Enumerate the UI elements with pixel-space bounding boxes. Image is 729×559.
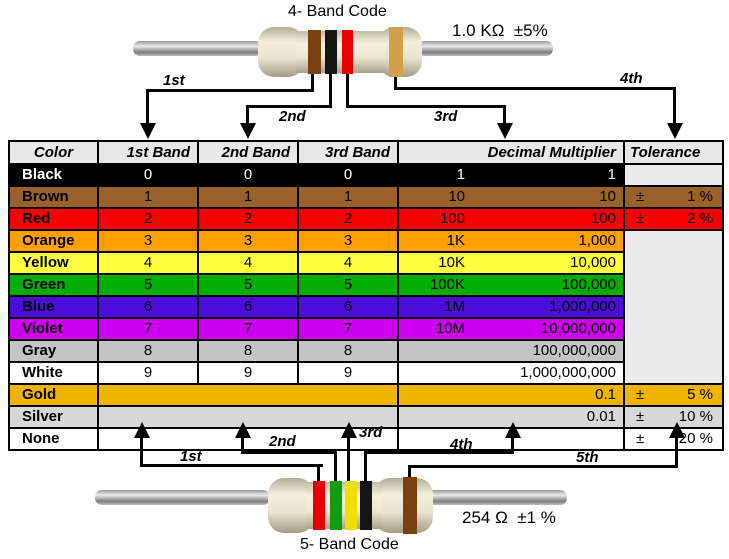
band-red [313,481,325,530]
color-code-table: Color 1st Band 2nd Band 3rd Band Decimal… [8,140,724,451]
first-band-arrow-label: 1st [180,448,202,465]
tolerance-empty-cell [623,362,724,385]
fourth-band-arrow-label: 4th [450,436,473,453]
five-band-lead-left [95,490,270,505]
five-band-value: 254 Ω ±1 % [462,508,556,527]
merged-band-cell [97,383,399,407]
header-decimal-multiplier: Decimal Multiplier [397,140,625,165]
table-row-black: Black 0 0 0 1 1 [8,163,724,187]
four-band-lead-right [418,41,553,56]
up-arrow-icon [505,422,521,438]
down-arrow-icon [497,123,513,139]
tolerance-empty-cell [623,318,724,340]
header-color: Color [8,140,99,165]
five-band-title: 5- Band Code [300,536,399,553]
table-row-brown: Brown 1 1 1 10 10 ± 1 % [8,185,724,209]
band-black [360,481,372,530]
band-gold [389,27,403,77]
tolerance-empty-cell [623,163,724,187]
first-band-arrow-label: 1st [163,72,185,89]
up-arrow-icon [235,422,251,438]
table-row-gray: Gray 8 8 8 100,000,000 [8,339,724,363]
tolerance-empty-cell [623,229,724,252]
table-row-red: Red 2 2 2 100 100 ± 2 % [8,207,724,231]
tolerance-empty-cell [623,296,724,318]
table-row-blue: Blue 6 6 6 1M 1,000,000 [8,295,724,319]
tolerance-empty-cell [623,274,724,296]
third-band-arrow-label: 3rd [359,424,383,441]
table-row-silver: Silver 0.01 ± 10 % [8,405,724,429]
band-yellow [345,481,357,530]
table-row-violet: Violet 7 7 7 10M 10,000,000 [8,317,724,341]
five-band-lead-right [424,490,567,505]
fourth-band-arrow-label: 4th [620,70,643,87]
second-band-arrow-label: 2nd [269,433,296,450]
table-row-yellow: Yellow 4 4 4 10K 10,000 [8,251,724,275]
header-1st-band: 1st Band [97,140,199,165]
four-band-title: 4- Band Code [288,3,387,20]
down-arrow-icon [667,123,683,139]
band-black [325,30,337,74]
table-row-gold: Gold 0.1 ± 5 % [8,383,724,407]
four-band-lead-left [133,41,262,56]
band-green [330,481,342,530]
up-arrow-icon [341,422,357,438]
table-row-orange: Orange 3 3 3 1K 1,000 [8,229,724,253]
fifth-band-arrow-label: 5th [576,449,599,466]
band-red [342,30,353,74]
band-brown [403,477,417,534]
tolerance-empty-cell [623,252,724,274]
table-row-white: White 9 9 9 1,000,000,000 [8,361,724,385]
second-band-arrow-label: 2nd [279,108,306,125]
header-3rd-band: 3rd Band [297,140,399,165]
four-band-value: 1.0 KΩ ±5% [452,21,548,40]
header-tolerance: Tolerance [623,140,724,165]
down-arrow-icon [140,123,156,139]
header-2nd-band: 2nd Band [197,140,299,165]
down-arrow-icon [240,123,256,139]
up-arrow-icon [669,422,685,438]
band-brown [308,30,321,74]
tolerance-empty-cell [623,340,724,362]
third-band-arrow-label: 3rd [434,108,458,125]
table-header-row: Color 1st Band 2nd Band 3rd Band Decimal… [8,140,724,165]
table-row-green: Green 5 5 5 100K 100,000 [8,273,724,297]
up-arrow-icon [134,422,150,438]
